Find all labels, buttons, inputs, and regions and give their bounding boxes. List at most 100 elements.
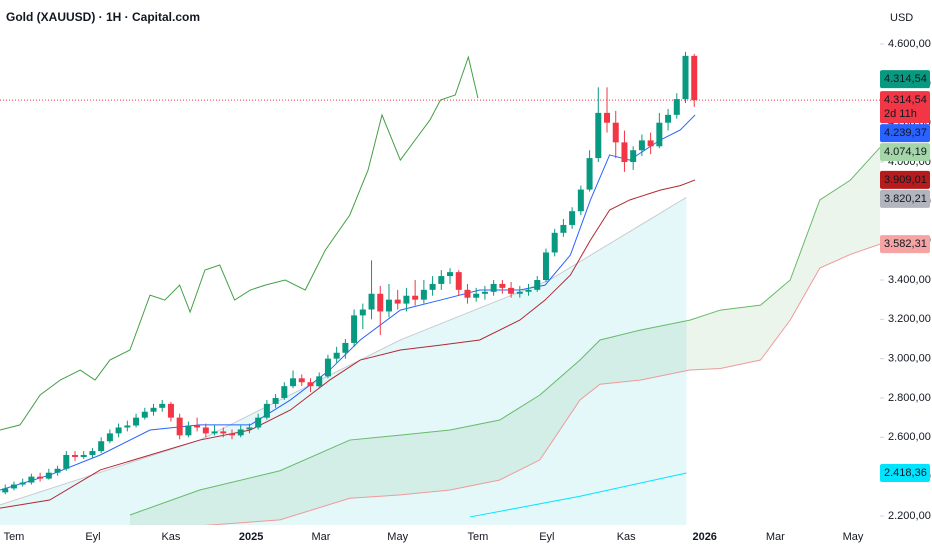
y-tick-label: 3.000,00 xyxy=(888,353,931,365)
x-tick-label: Tem xyxy=(468,531,489,543)
y-tick-label: 2.600,00 xyxy=(888,431,931,443)
candle-body xyxy=(2,488,9,493)
candle-body xyxy=(673,99,680,115)
candle-body xyxy=(28,476,35,483)
candle-body xyxy=(351,315,358,343)
candle-body xyxy=(647,140,654,147)
candle-body xyxy=(290,378,297,387)
candle-body xyxy=(211,431,218,434)
candle-body xyxy=(490,283,497,292)
price-label-box xyxy=(880,143,930,162)
y-tick-label: 2.200,00 xyxy=(888,510,931,522)
candle-body xyxy=(37,476,44,479)
price-label-box xyxy=(880,124,930,143)
candle-body xyxy=(72,455,79,457)
x-tick-label: Kas xyxy=(617,531,636,543)
x-tick-label: Kas xyxy=(161,531,180,543)
price-label: 3.582,31 xyxy=(884,238,927,250)
y-tick-label: 2.800,00 xyxy=(888,392,931,404)
indicator-line xyxy=(0,55,479,431)
candle-body xyxy=(281,386,288,398)
x-tick-label: Mar xyxy=(766,531,785,543)
chart-title: Gold (XAUUSD) · 1H · Capital.com xyxy=(6,10,200,24)
candle-body xyxy=(220,431,227,434)
candle-body xyxy=(246,427,253,430)
candle-body xyxy=(499,283,506,288)
candle-body xyxy=(359,309,366,316)
candle-body xyxy=(150,407,157,412)
price-label-box xyxy=(880,464,930,483)
area-line xyxy=(0,196,687,506)
candle-body xyxy=(551,232,558,253)
candle-body xyxy=(516,291,523,294)
candle-body xyxy=(665,114,672,123)
candle-body xyxy=(377,293,384,312)
candle-body xyxy=(342,342,349,353)
candle-body xyxy=(612,122,619,143)
area-fill xyxy=(0,197,687,525)
candle-body xyxy=(525,289,532,292)
candle-body xyxy=(202,427,209,434)
candle-body xyxy=(19,482,26,485)
candle-body xyxy=(420,289,427,300)
candle-body xyxy=(604,112,611,123)
candle-body xyxy=(542,252,549,280)
candle-body xyxy=(394,299,401,304)
x-tick-label: Eyl xyxy=(85,531,100,543)
indicator-line xyxy=(469,472,687,518)
candle-body xyxy=(185,425,192,436)
price-label-box xyxy=(880,70,930,89)
candle-body xyxy=(324,358,331,377)
price-label-box xyxy=(880,170,930,189)
x-tick-label: May xyxy=(387,531,408,543)
candle-body xyxy=(385,299,392,312)
candle-body xyxy=(124,425,131,428)
candle-body xyxy=(298,378,305,383)
candle-body xyxy=(106,433,113,442)
price-labels: 4.314,54 4.314,54 2d 11h 4.239,37 4.074,19 3.… xyxy=(880,70,930,483)
x-tick-label: 2025 xyxy=(239,531,263,543)
x-tick-label: Mar xyxy=(311,531,330,543)
y-tick-label: 3.400,00 xyxy=(888,274,931,286)
candle-body xyxy=(577,189,584,212)
x-tick-label: Tem xyxy=(4,531,25,543)
price-label: 2.418,36 xyxy=(884,467,927,479)
candle-body xyxy=(569,211,576,225)
candle-body xyxy=(176,417,183,436)
candle-body xyxy=(638,140,645,151)
price-label: 4.314,54 xyxy=(884,94,927,106)
candle-body xyxy=(237,429,244,436)
candle-body xyxy=(368,293,375,310)
x-tick-label: May xyxy=(843,531,864,543)
candle-body xyxy=(508,287,515,294)
candle-body xyxy=(333,352,340,359)
band-line xyxy=(203,243,880,525)
candle-body xyxy=(263,403,270,418)
candle-body xyxy=(473,293,480,298)
candle-body xyxy=(560,224,567,233)
candle-body xyxy=(141,411,148,418)
candle-body xyxy=(447,272,454,277)
price-label: 3.909,01 xyxy=(884,174,927,186)
plot-area xyxy=(0,51,880,525)
candle-body xyxy=(98,441,105,452)
candle-body xyxy=(115,427,122,434)
candle-body xyxy=(45,472,52,479)
candle-body xyxy=(167,403,174,418)
y-tick-label: 4.600,00 xyxy=(888,38,931,50)
countdown: 2d 11h xyxy=(884,108,917,120)
x-tick-label: Eyl xyxy=(539,531,554,543)
candle-body xyxy=(481,291,488,294)
candle-body xyxy=(586,158,593,190)
candle-body xyxy=(54,468,61,473)
candle-body xyxy=(80,455,87,457)
candle-body xyxy=(403,295,410,304)
candle-body xyxy=(464,289,471,298)
price-label: 3.820,21 xyxy=(884,193,927,205)
candle-body xyxy=(534,280,541,290)
candle-body xyxy=(455,272,462,290)
candle-body xyxy=(194,425,201,428)
candle-body xyxy=(133,417,140,426)
